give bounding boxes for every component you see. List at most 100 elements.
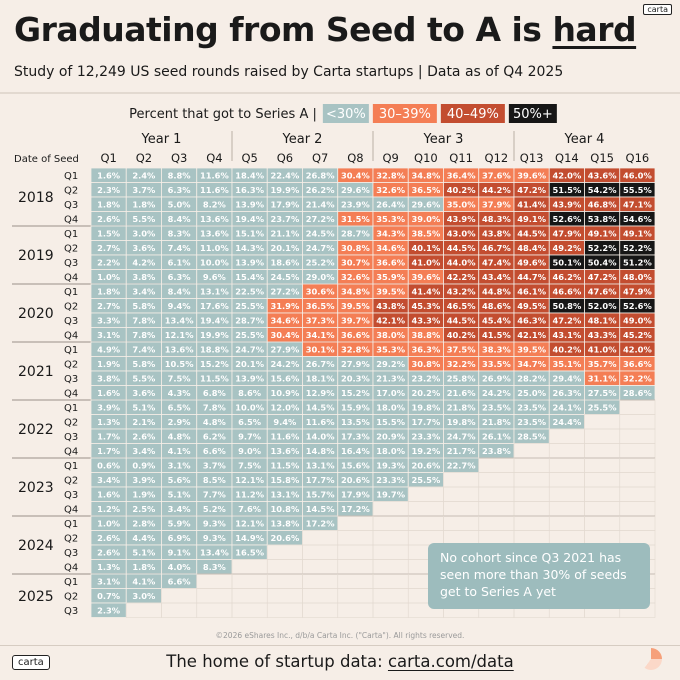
cell-value-label: 1.3% — [97, 562, 121, 572]
cell-value-label: 55.5% — [623, 185, 652, 195]
cell-value-label: 26.9% — [482, 373, 511, 383]
footer-tagline-prefix: The home of startup data: — [166, 652, 388, 671]
cell-value-label: 47.6% — [588, 286, 617, 296]
cell-value-label: 49.6% — [517, 257, 546, 267]
row-quarter-label: Q4 — [64, 272, 78, 283]
empty-grid-cell — [548, 486, 585, 502]
cell-value-label: 19.9% — [270, 185, 299, 195]
cell-value-label: 16.5% — [235, 547, 264, 557]
row-quarter-label: Q2 — [64, 591, 78, 602]
cell-value-label: 39.5% — [341, 301, 370, 311]
row-quarter-label: Q2 — [64, 243, 78, 254]
cohort-year-label: 2020 — [18, 306, 54, 322]
cell-value-label: 7.8% — [132, 315, 156, 325]
cohort-year-label: 2025 — [18, 589, 54, 605]
row-quarter-label: Q4 — [64, 330, 78, 341]
empty-grid-cell — [619, 515, 656, 531]
cell-value-label: 14.8% — [306, 446, 335, 456]
cell-value-label: 36.5% — [306, 301, 335, 311]
cell-value-label: 1.8% — [132, 199, 156, 209]
row-quarter-label: Q1 — [64, 229, 78, 240]
row-quarter-label: Q4 — [64, 214, 78, 225]
cell-value-label: 19.9% — [200, 330, 229, 340]
carta-mark-icon — [640, 648, 662, 670]
cell-value-label: 52.6% — [552, 214, 581, 224]
cell-value-label: 40.2% — [552, 344, 581, 354]
cell-value-label: 37.5% — [447, 344, 476, 354]
cell-value-label: 49.2% — [552, 243, 581, 253]
cell-value-label: 1.8% — [97, 286, 121, 296]
legend-label: Percent that got to Series A | — [129, 107, 317, 122]
cell-value-label: 52.0% — [588, 301, 617, 311]
column-label: Q2 — [136, 151, 152, 165]
empty-grid-cell — [196, 588, 233, 604]
cell-value-label: 1.6% — [97, 388, 121, 398]
row-quarter-label: Q1 — [64, 519, 78, 530]
cell-value-label: 13.6% — [200, 214, 229, 224]
cell-value-label: 20.1% — [235, 359, 264, 369]
cell-value-label: 23.5% — [517, 402, 546, 412]
cell-value-label: 1.3% — [97, 417, 121, 427]
empty-grid-cell — [372, 515, 409, 531]
callout-line: seen more than 30% of seeds — [440, 567, 627, 582]
copyright-notice: ©2026 eShares Inc., d/b/a Carta Inc. ("C… — [215, 631, 465, 640]
cell-value-label: 18.0% — [376, 446, 405, 456]
cell-value-label: 36.3% — [411, 344, 440, 354]
cell-value-label: 21.8% — [482, 417, 511, 427]
cell-value-label: 4.8% — [168, 431, 192, 441]
cell-value-label: 21.4% — [306, 199, 335, 209]
empty-grid-cell — [407, 501, 444, 517]
cell-value-label: 6.3% — [168, 185, 192, 195]
cell-value-label: 46.6% — [552, 286, 581, 296]
row-quarter-label: Q3 — [64, 374, 78, 385]
cell-value-label: 18.6% — [270, 257, 299, 267]
cell-value-label: 12.0% — [270, 402, 299, 412]
cell-value-label: 54.2% — [588, 185, 617, 195]
cell-value-label: 7.6% — [238, 504, 262, 514]
legend-swatch — [508, 104, 557, 123]
empty-grid-cell — [231, 573, 268, 589]
cell-value-label: 21.6% — [447, 388, 476, 398]
column-label: Q12 — [485, 151, 509, 165]
empty-grid-cell — [443, 501, 480, 517]
cell-value-label: 19.2% — [411, 446, 440, 456]
cell-value-label: 8.4% — [168, 214, 192, 224]
cell-value-label: 44.5% — [447, 243, 476, 253]
empty-grid-cell — [407, 486, 444, 502]
cell-value-label: 5.5% — [132, 373, 156, 383]
legend-bucket-label: <30% — [326, 107, 366, 122]
cell-value-label: 15.5% — [376, 417, 405, 427]
cell-value-label: 3.9% — [97, 402, 121, 412]
cell-value-label: 3.1% — [97, 576, 121, 586]
cell-value-label: 1.5% — [97, 228, 121, 238]
cell-value-label: 3.3% — [97, 315, 121, 325]
cell-value-label: 40.2% — [447, 330, 476, 340]
cell-value-label: 43.6% — [588, 170, 617, 180]
cell-value-label: 14.5% — [306, 504, 335, 514]
footer-data-link[interactable]: carta.com/data — [387, 652, 514, 671]
cell-value-label: 24.7% — [306, 243, 335, 253]
cell-value-label: 31.5% — [341, 214, 370, 224]
cell-value-label: 39.7% — [341, 315, 370, 325]
cell-value-label: 35.3% — [376, 214, 405, 224]
cell-value-label: 47.2% — [552, 315, 581, 325]
cell-value-label: 15.2% — [341, 388, 370, 398]
cell-value-label: 34.7% — [517, 359, 546, 369]
cell-value-label: 13.9% — [235, 257, 264, 267]
cell-value-label: 11.0% — [200, 243, 229, 253]
cell-value-label: 2.8% — [132, 518, 156, 528]
cell-value-label: 39.0% — [411, 214, 440, 224]
cell-value-label: 42.1% — [376, 315, 405, 325]
row-quarter-label: Q3 — [64, 490, 78, 501]
cell-value-label: 13.6% — [200, 228, 229, 238]
cell-value-label: 28.7% — [341, 228, 370, 238]
cell-value-label: 16.4% — [341, 446, 370, 456]
cell-value-label: 49.1% — [588, 228, 617, 238]
cell-value-label: 46.0% — [623, 170, 652, 180]
cell-value-label: 38.0% — [376, 330, 405, 340]
cell-value-label: 21.1% — [270, 228, 299, 238]
column-group-label: Year 3 — [423, 132, 464, 147]
cell-value-label: 13.1% — [306, 460, 335, 470]
footer-carta-logo[interactable]: carta — [12, 655, 50, 670]
empty-grid-cell — [513, 457, 550, 473]
